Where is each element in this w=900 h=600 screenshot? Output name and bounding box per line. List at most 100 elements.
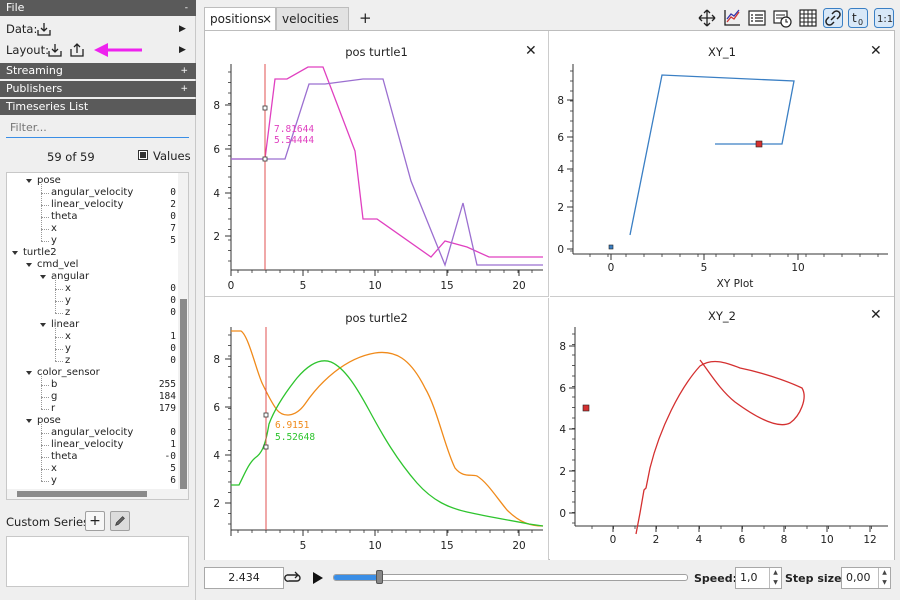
publishers-section-header[interactable]: Publishers + xyxy=(0,81,196,97)
tree-item[interactable]: x xyxy=(65,283,71,294)
tree-item[interactable]: cmd_vel xyxy=(37,259,79,270)
xy1-chart[interactable]: 0 5 10 0 2 4 6 8 XY Plot xyxy=(550,31,894,297)
time-range-icon[interactable] xyxy=(772,8,792,28)
x-tick-label: 0 xyxy=(228,280,235,292)
tree-item[interactable]: y xyxy=(65,295,71,306)
tree-item[interactable]: linear_velocity xyxy=(51,439,124,450)
grid-icon[interactable] xyxy=(798,8,818,28)
tree-expander-icon[interactable] xyxy=(26,263,32,267)
tree-item[interactable]: y xyxy=(51,235,57,246)
tree-item[interactable]: x xyxy=(51,463,57,474)
plot-pos-turtle2[interactable]: pos turtle2 5 10 15 20 2 4 6 8 6.9151 5.52648 xyxy=(205,298,549,560)
plot-pos-turtle1[interactable]: pos turtle1 ✕ 0 5 10 15 20 2 4 6 8 7.81644 5.54444 xyxy=(205,31,549,297)
tree-connector xyxy=(41,385,42,397)
tree-item[interactable]: y xyxy=(51,475,57,486)
publishers-expand-toggle[interactable]: + xyxy=(180,84,188,94)
tree-item[interactable]: r xyxy=(51,403,56,414)
tree-item[interactable]: z xyxy=(65,355,71,366)
time-display[interactable]: 2.434 xyxy=(204,567,284,589)
filter-input[interactable] xyxy=(6,118,189,138)
x-tick-label: 20 xyxy=(512,540,525,552)
move-icon[interactable] xyxy=(697,8,717,28)
tree-horizontal-scroll-thumb[interactable] xyxy=(17,491,147,497)
tree-item-value: 0 xyxy=(170,187,176,198)
link-icon[interactable] xyxy=(823,8,843,28)
close-icon[interactable]: ✕ xyxy=(525,43,537,59)
speed-spinbox[interactable]: 1,0 ▲ ▼ xyxy=(735,567,782,589)
values-checkbox[interactable] xyxy=(138,150,148,160)
streaming-section-header[interactable]: Streaming + xyxy=(0,63,196,79)
tree-item[interactable]: angular_velocity xyxy=(51,187,134,198)
layout-load-icon[interactable] xyxy=(47,42,63,58)
tab-close-icon[interactable]: × xyxy=(262,12,273,26)
tree-item[interactable]: y xyxy=(65,343,71,354)
tree-item[interactable]: b xyxy=(51,379,58,390)
tree-item[interactable]: x xyxy=(65,331,71,342)
loop-icon[interactable] xyxy=(284,571,302,585)
layout-expand-arrow[interactable]: ▶ xyxy=(179,45,186,55)
tree-item[interactable]: z xyxy=(65,307,71,318)
tree-item[interactable]: theta xyxy=(51,451,78,462)
tree-expander-icon[interactable] xyxy=(26,419,32,423)
y-tick-label: 2 xyxy=(213,231,220,243)
y-tick-label: 0 xyxy=(557,244,564,256)
timeline-slider[interactable] xyxy=(333,574,688,581)
tree-connector xyxy=(41,397,49,398)
step-size-spin-arrows[interactable]: ▲ ▼ xyxy=(878,568,890,588)
plot-xy1[interactable]: XY_1 ✕ 0 5 10 0 2 4 6 8 XY Plot xyxy=(550,31,894,297)
tree-item[interactable]: angular_velocity xyxy=(51,427,134,438)
xy2-chart[interactable]: 02468101202468XY Plot xyxy=(550,298,894,560)
file-collapse-toggle[interactable]: - xyxy=(184,3,188,13)
tab-positions[interactable]: positions × xyxy=(204,7,276,32)
data-expand-arrow[interactable]: ▶ xyxy=(179,24,186,34)
tree-vertical-scroll-thumb[interactable] xyxy=(180,299,187,489)
tree-item-value: 0 xyxy=(170,307,176,318)
tree-item[interactable]: g xyxy=(51,391,58,402)
play-icon[interactable] xyxy=(312,571,324,585)
tree-item[interactable]: color_sensor xyxy=(37,367,100,378)
cursor-marker xyxy=(263,444,269,450)
tree-item[interactable]: linear xyxy=(51,319,80,330)
custom-series-list[interactable] xyxy=(6,536,189,587)
y-tick-label: 8 xyxy=(213,354,220,366)
tree-item[interactable]: angular xyxy=(51,271,90,282)
timeline-slider-handle[interactable] xyxy=(375,570,383,584)
tab-positions-label: positions xyxy=(210,12,264,26)
step-size-spinbox[interactable]: 0,00 ▲ ▼ xyxy=(841,567,891,589)
tree-item[interactable]: x xyxy=(51,223,57,234)
add-tab-button[interactable]: + xyxy=(359,9,372,27)
tree-item[interactable]: pose xyxy=(37,415,61,426)
timeseries-section-header: Timeseries List xyxy=(0,99,196,115)
tree-expander-icon[interactable] xyxy=(40,323,46,327)
layout-save-icon[interactable] xyxy=(69,42,85,58)
edit-custom-series-button[interactable] xyxy=(110,511,130,531)
y-tick-label: 4 xyxy=(213,450,220,462)
plot-zoom-icon[interactable] xyxy=(722,8,742,28)
tree-expander-icon[interactable] xyxy=(40,275,46,279)
file-section-header[interactable]: File - xyxy=(0,0,196,16)
speed-spin-arrows[interactable]: ▲ ▼ xyxy=(769,568,781,588)
tree-expander-icon[interactable] xyxy=(12,251,18,255)
timeseries-tree[interactable]: pose angular_velocity 0 linear_velocity 2 the… xyxy=(6,172,189,500)
streaming-expand-toggle[interactable]: + xyxy=(180,66,188,76)
add-custom-series-button[interactable]: + xyxy=(85,511,105,531)
tree-connector xyxy=(41,469,42,481)
close-icon[interactable]: ✕ xyxy=(870,43,882,59)
tree-item[interactable]: turtle2 xyxy=(23,247,57,258)
tree-item[interactable]: theta xyxy=(51,211,78,222)
close-icon[interactable]: ✕ xyxy=(870,307,882,323)
data-load-icon[interactable] xyxy=(36,21,52,37)
tree-item[interactable]: linear_velocity xyxy=(51,199,124,210)
tree-item[interactable]: pose xyxy=(37,175,61,186)
time-zero-icon[interactable]: t 0 xyxy=(848,8,868,28)
tab-velocities[interactable]: velocities xyxy=(276,7,349,31)
tree-connector xyxy=(41,229,49,230)
aspect-ratio-icon[interactable]: 1:1 xyxy=(874,8,894,28)
tree-expander-icon[interactable] xyxy=(26,179,32,183)
legend-icon[interactable] xyxy=(747,8,767,28)
x-tick-label: 12 xyxy=(863,534,876,546)
tree-expander-icon[interactable] xyxy=(26,371,32,375)
plot-xy2[interactable]: XY_2 ✕ 02468101202468XY Plot xyxy=(550,298,894,560)
